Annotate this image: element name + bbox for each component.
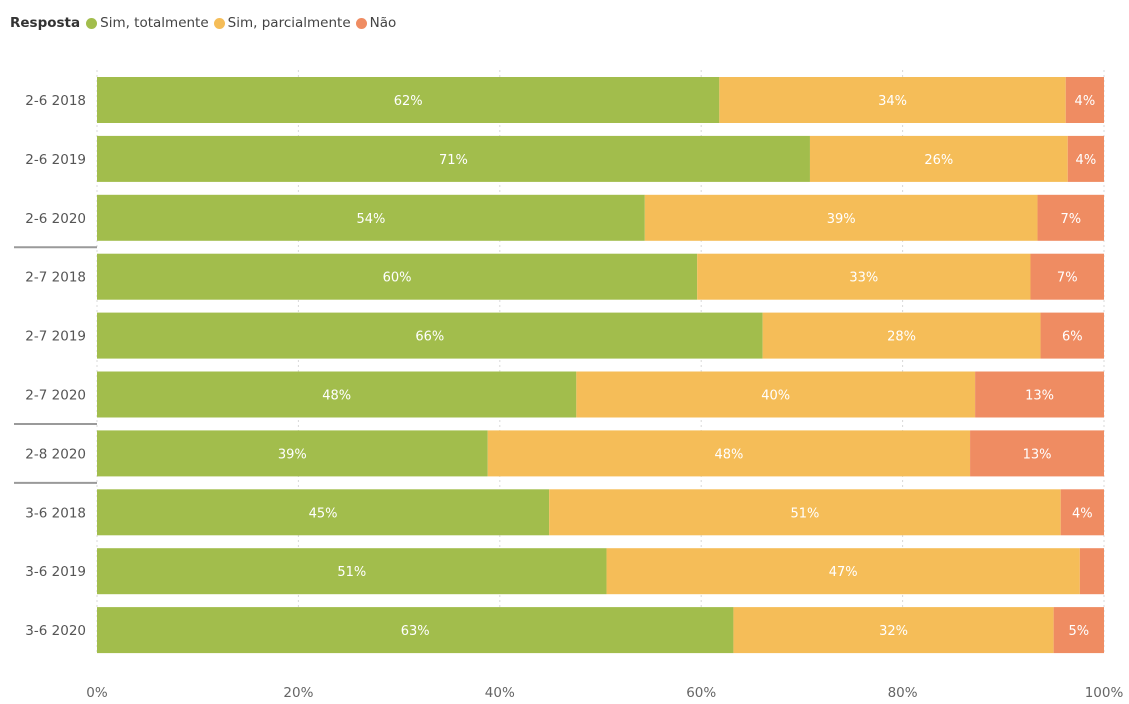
data-label: 51% (337, 565, 366, 580)
bar-segment (970, 430, 1104, 477)
data-label: 63% (401, 624, 430, 639)
bar-segment (719, 77, 1066, 123)
legend: Resposta Sim, totalmente Sim, parcialmen… (10, 12, 401, 34)
bar-segment (549, 489, 1061, 536)
data-label: 71% (439, 153, 468, 168)
data-label: 47% (829, 565, 858, 580)
bar-segment (97, 77, 720, 123)
data-label: 39% (278, 447, 307, 462)
category-label: 2-6 2019 (25, 152, 86, 168)
x-tick-label: 40% (485, 685, 515, 701)
legend-title: Resposta (10, 15, 81, 31)
data-label: 51% (790, 506, 819, 521)
data-label: 60% (383, 271, 412, 286)
data-label: 48% (322, 389, 351, 404)
bar-segment (576, 371, 976, 418)
bar-segment (1065, 77, 1104, 123)
bar-segment (606, 548, 1080, 595)
data-label: 62% (394, 94, 423, 109)
bar-segment (97, 253, 698, 300)
data-label: 6% (1062, 330, 1083, 345)
data-label: 32% (879, 624, 908, 639)
data-label: 45% (309, 506, 338, 521)
bar-segment (1067, 135, 1104, 182)
category-label: 3-6 2019 (25, 564, 86, 580)
bar-segment (1037, 194, 1104, 241)
data-label: 48% (714, 447, 743, 462)
bar-segment (1079, 548, 1104, 595)
bar-segment (644, 194, 1038, 241)
bar-segment (762, 312, 1041, 359)
data-label: 4% (1075, 94, 1096, 109)
data-label: 39% (827, 212, 856, 227)
data-label: 4% (1072, 506, 1093, 521)
category-label: 3-6 2020 (25, 623, 86, 639)
x-tick-label: 20% (283, 685, 313, 701)
bar-segment (697, 253, 1031, 300)
bar-segment (975, 371, 1104, 418)
data-label: 40% (761, 389, 790, 404)
data-label: 33% (849, 271, 878, 286)
bar-segment (97, 607, 734, 654)
x-tick-label: 100% (1085, 685, 1124, 701)
x-tick-label: 60% (686, 685, 716, 701)
data-label: 34% (878, 94, 907, 109)
data-label: 26% (924, 153, 953, 168)
bar-segment (733, 607, 1054, 654)
category-label: 2-7 2019 (25, 329, 86, 345)
legend-label: Sim, totalmente (100, 15, 209, 31)
bar-segment (97, 430, 488, 477)
x-tick-label: 80% (888, 685, 918, 701)
bar-segment (809, 135, 1068, 182)
bar-segment (1040, 312, 1104, 359)
data-label: 13% (1023, 447, 1052, 462)
bar-segment (97, 548, 607, 595)
bar-segment (97, 371, 577, 418)
bar-segment (97, 135, 810, 182)
category-label: 2-7 2018 (25, 270, 86, 286)
data-label: 13% (1025, 389, 1054, 404)
category-label: 2-6 2018 (25, 93, 86, 109)
bar-segment (1060, 489, 1104, 536)
data-label: 7% (1060, 212, 1081, 227)
legend-label: Não (369, 15, 397, 31)
bar-segment (97, 489, 550, 536)
data-label: 28% (887, 330, 916, 345)
bar-segment (1053, 607, 1104, 654)
data-label: 5% (1069, 624, 1090, 639)
category-label: 2-7 2020 (25, 388, 86, 404)
legend-item-sim-parcialmente[interactable]: Sim, parcialmente (213, 15, 351, 31)
category-label: 2-8 2020 (25, 446, 86, 462)
legend-item-sim-totalmente[interactable]: Sim, totalmente (86, 15, 209, 31)
legend-dot-icon (213, 17, 225, 29)
legend-dot-icon (355, 17, 367, 29)
bar-segment (97, 312, 763, 359)
data-label: 54% (356, 212, 385, 227)
category-label: 2-6 2020 (25, 211, 86, 227)
bar-segment (1030, 253, 1104, 300)
bar-segment (487, 430, 971, 477)
x-tick-label: 0% (86, 685, 108, 701)
bar-segment (97, 194, 645, 241)
data-label: 66% (415, 330, 444, 345)
data-label: 4% (1076, 153, 1097, 168)
legend-dot-icon (86, 17, 98, 29)
legend-item-nao[interactable]: Não (355, 15, 397, 31)
legend-label: Sim, parcialmente (227, 15, 351, 31)
data-label: 7% (1057, 271, 1078, 286)
category-label: 3-6 2018 (25, 505, 86, 521)
